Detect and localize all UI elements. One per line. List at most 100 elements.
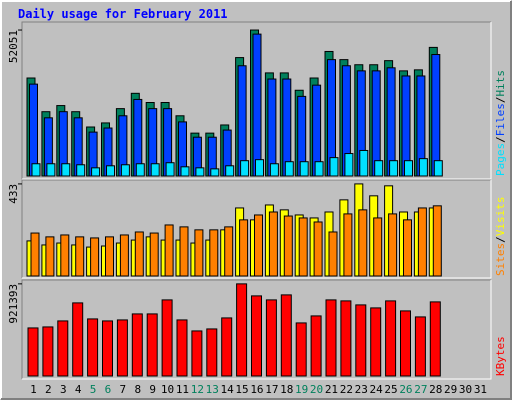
x-tick-label: 13 [206, 383, 219, 396]
legend-entry: Hits [494, 70, 507, 97]
bar [418, 158, 428, 177]
panel-frame-light [22, 22, 492, 180]
panel-frame-dark [21, 21, 491, 179]
x-tick-label: 11 [176, 383, 189, 396]
bar [252, 33, 262, 177]
bar [116, 319, 128, 377]
bar [221, 317, 233, 377]
bar [164, 224, 174, 277]
x-tick-label: 12 [191, 383, 204, 396]
bar [431, 54, 441, 177]
legend: KBytes [494, 336, 507, 376]
bar [268, 211, 278, 277]
bar [60, 234, 70, 277]
bar [149, 232, 159, 277]
bar [254, 214, 263, 277]
x-tick-label: 2 [45, 383, 52, 396]
bar [120, 164, 130, 177]
bar [194, 229, 204, 277]
x-tick-label: 18 [280, 383, 293, 396]
x-tick-label: 25 [384, 383, 397, 396]
bar [388, 213, 398, 277]
bar [267, 78, 277, 177]
bar [165, 162, 175, 177]
bar [45, 236, 55, 277]
bar [343, 213, 353, 277]
x-tick-label: 5 [90, 383, 97, 396]
bar [30, 232, 40, 277]
x-tick-label: 20 [310, 383, 323, 396]
bar [75, 236, 85, 277]
x-tick-label: 22 [340, 383, 353, 396]
bar [385, 300, 397, 377]
bar [429, 301, 441, 377]
bar [72, 302, 84, 377]
bar [225, 165, 235, 177]
bar [76, 164, 86, 177]
bar [269, 163, 279, 177]
y-tick-label: 433 [7, 184, 20, 204]
bar [224, 226, 234, 277]
bar [180, 166, 190, 177]
x-tick-label: 3 [60, 383, 67, 396]
bar [135, 163, 145, 177]
bar [161, 299, 173, 377]
legend-entry: Sites [494, 243, 507, 276]
x-tick-label: 21 [325, 383, 338, 396]
bar [255, 159, 264, 177]
bar [87, 318, 99, 377]
x-tick-label: 1 [30, 383, 37, 396]
bar [146, 313, 158, 377]
bar [31, 163, 41, 177]
bar [370, 307, 382, 377]
x-tick-label: 30 [459, 383, 472, 396]
x-tick-label: 28 [429, 383, 442, 396]
x-tick-label: 19 [295, 383, 308, 396]
bar [239, 219, 249, 277]
bar [29, 83, 38, 177]
x-tick-label: 4 [75, 383, 82, 396]
bar [134, 231, 144, 277]
bar [102, 320, 113, 377]
bar [340, 300, 352, 377]
bar [90, 237, 100, 277]
bar [325, 299, 337, 377]
bar [374, 160, 384, 177]
panel-frame-light [22, 280, 492, 380]
legend-separator: / [494, 97, 507, 104]
panel-frame-dark [21, 279, 491, 379]
bar [236, 283, 248, 377]
bar [131, 313, 143, 377]
bar [150, 163, 160, 177]
x-tick-label: 10 [161, 383, 174, 396]
bar [191, 330, 203, 377]
x-tick-label: 16 [250, 383, 263, 396]
panel-frame-dark [21, 179, 491, 278]
bar [240, 160, 250, 177]
bar [298, 217, 308, 277]
legend-separator: / [494, 236, 507, 243]
bar [414, 316, 426, 377]
bar [432, 205, 442, 277]
legend-entry: Pages [494, 143, 507, 176]
y-tick-label: 52051 [7, 30, 20, 63]
bar [61, 163, 71, 177]
bar [314, 161, 324, 177]
legend-entry: Files [494, 103, 507, 136]
bar [386, 67, 396, 177]
y-tick-label: 921393 [7, 284, 20, 324]
bar [389, 160, 399, 177]
bar [344, 153, 354, 177]
bar [179, 226, 189, 277]
bar [106, 165, 115, 177]
bar [299, 161, 309, 177]
bar [206, 328, 218, 377]
x-tick-label: 14 [221, 383, 235, 396]
legend-separator: / [494, 136, 507, 143]
bar [433, 160, 443, 177]
x-tick-label: 26 [399, 383, 412, 396]
chart-title: Daily usage for February 2011 [18, 7, 228, 21]
